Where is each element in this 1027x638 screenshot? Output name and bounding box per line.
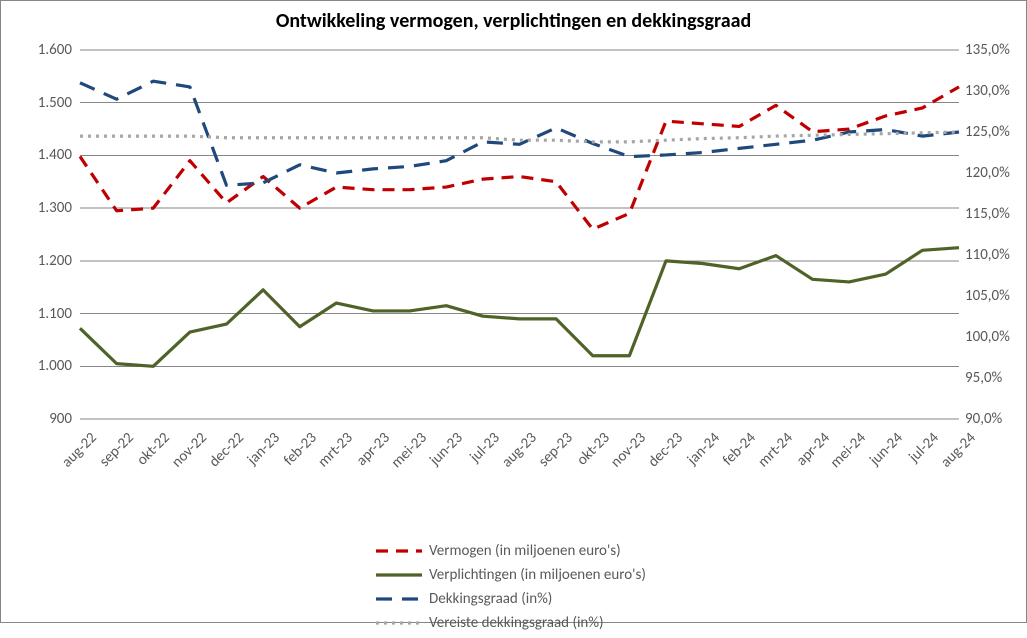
legend: Vermogen (in miljoenen euro's) Verplichti… <box>191 542 971 638</box>
y-right-tick: 90,0% <box>965 410 1002 428</box>
chart-title: Ontwikkeling vermogen, verplichtingen en… <box>1 9 1026 33</box>
legend-item-vermogen: Vermogen (in miljoenen euro's) <box>376 542 746 560</box>
y-left-tick: 1.000 <box>38 357 72 375</box>
legend-label: Vermogen (in miljoenen euro's) <box>429 542 621 560</box>
legend-swatch <box>376 566 422 584</box>
legend-swatch <box>376 614 422 632</box>
y-left-tick: 1.400 <box>38 146 72 164</box>
y-right-tick: 120,0% <box>965 164 1010 182</box>
y-right-tick: 110,0% <box>965 246 1010 264</box>
y-left-tick: 1.200 <box>38 252 72 270</box>
legend-swatch <box>376 542 422 560</box>
y-left-tick: 1.100 <box>38 305 72 323</box>
legend-label: Dekkingsgraad (in%) <box>429 590 552 608</box>
y-right-tick: 125,0% <box>965 123 1010 141</box>
y-right-tick: 95,0% <box>965 369 1002 387</box>
y-right-tick: 135,0% <box>965 41 1010 59</box>
y-left-tick: 1.500 <box>38 94 72 112</box>
legend-item-dekkingsgraad: Dekkingsgraad (in%) <box>376 590 746 608</box>
legend-item-verplichtingen: Verplichtingen (in miljoenen euro's) <box>376 566 746 584</box>
y-right-tick: 105,0% <box>965 287 1010 305</box>
legend-swatch <box>376 590 422 608</box>
series-verplichtingen <box>80 248 959 367</box>
y-left-tick: 900 <box>49 410 72 428</box>
legend-label: Vereiste dekkingsgraad (in%) <box>429 614 604 632</box>
plot-area <box>80 50 959 419</box>
legend-label: Verplichtingen (in miljoenen euro's) <box>429 566 646 584</box>
series-dekkingsgraad <box>80 81 959 185</box>
y-right-tick: 130,0% <box>965 82 1010 100</box>
y-left-tick: 1.600 <box>38 41 72 59</box>
y-right-tick: 115,0% <box>965 205 1010 223</box>
legend-item-vereiste_dekkingsgraad: Vereiste dekkingsgraad (in%) <box>376 614 746 632</box>
chart-container: Ontwikkeling vermogen, verplichtingen en… <box>0 0 1027 623</box>
y-left-tick: 1.300 <box>38 199 72 217</box>
y-right-tick: 100,0% <box>965 328 1010 346</box>
